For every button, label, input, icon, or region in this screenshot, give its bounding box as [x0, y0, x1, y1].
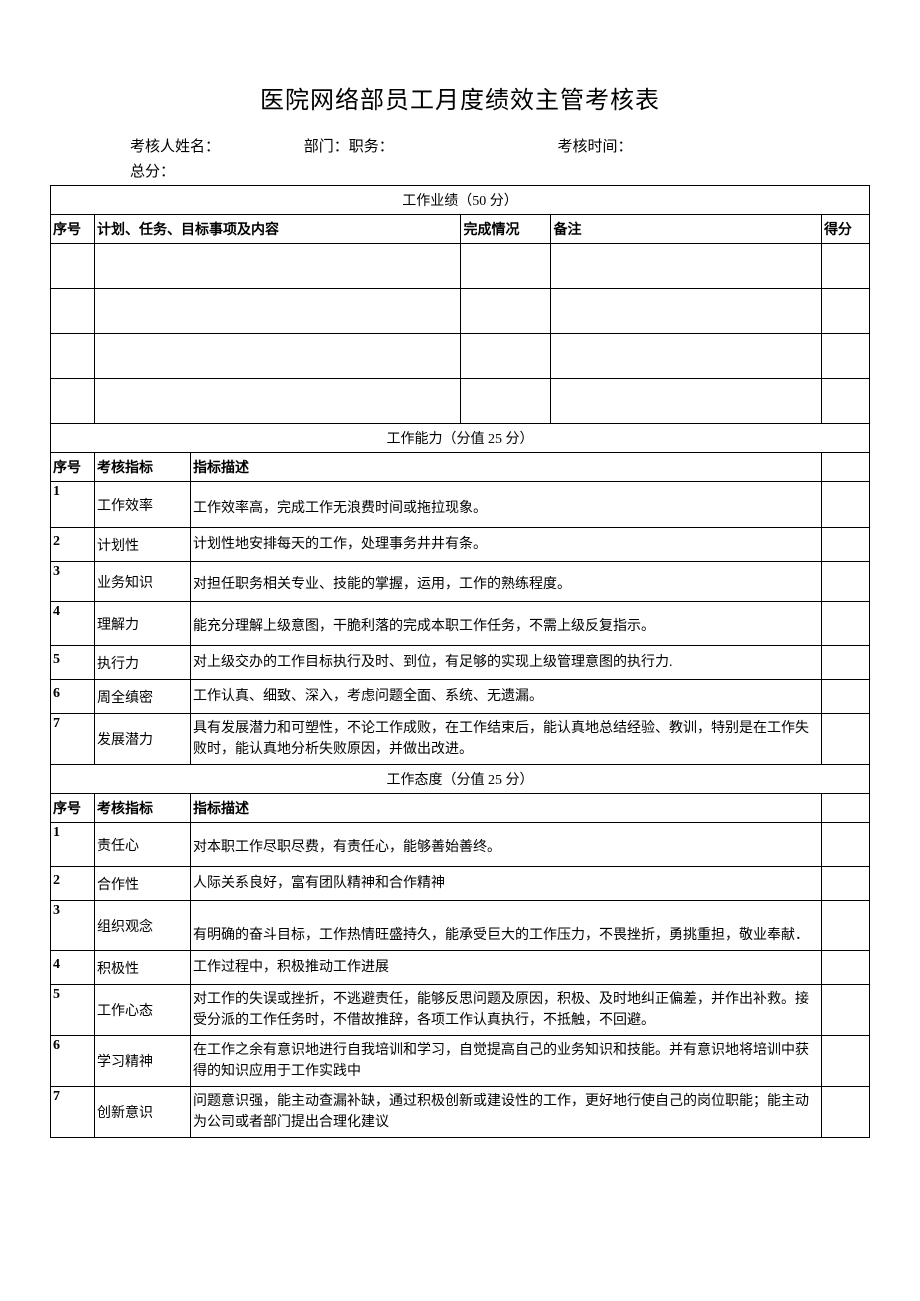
row-desc: 工作效率高，完成工作无浪费时间或拖拉现象。	[191, 482, 822, 528]
name-label: 考核人姓名：	[130, 135, 300, 156]
table-row: 3 组织观念 有明确的奋斗目标，工作热情旺盛持久，能承受巨大的工作压力，不畏挫折…	[51, 901, 870, 951]
table-row: 4 积极性 工作过程中，积极推动工作进展	[51, 951, 870, 985]
row-metric: 责任心	[95, 823, 191, 867]
assessment-table: 工作业绩（50 分） 序号 计划、任务、目标事项及内容 完成情况 备注 得分 工…	[50, 185, 870, 1138]
row-desc: 工作认真、细致、深入，考虑问题全面、系统、无遗漏。	[191, 680, 822, 714]
row-metric: 执行力	[95, 646, 191, 680]
row-num: 3	[51, 901, 95, 951]
row-desc: 人际关系良好，富有团队精神和合作精神	[191, 867, 822, 901]
table-row	[51, 244, 870, 289]
col-score-empty	[821, 453, 869, 482]
section1-header: 工作业绩（50 分）	[51, 186, 870, 215]
row-desc: 对担任职务相关专业、技能的掌握，运用，工作的熟练程度。	[191, 562, 822, 602]
row-metric: 工作效率	[95, 482, 191, 528]
table-row: 1 责任心 对本职工作尽职尽费，有责任心，能够善始善终。	[51, 823, 870, 867]
row-num: 7	[51, 1087, 95, 1138]
row-desc: 对工作的失误或挫折，不逃避责任，能够反思问题及原因，积极、及时地纠正偏差，并作出…	[191, 985, 822, 1036]
section1-columns: 序号 计划、任务、目标事项及内容 完成情况 备注 得分	[51, 215, 870, 244]
page-title: 医院网络部员工月度绩效主管考核表	[50, 80, 870, 115]
row-metric: 周全缜密	[95, 680, 191, 714]
row-desc: 能充分理解上级意图，干脆利落的完成本职工作任务，不需上级反复指示。	[191, 602, 822, 646]
row-num: 5	[51, 985, 95, 1036]
col-desc: 指标描述	[191, 453, 822, 482]
table-row: 1 工作效率 工作效率高，完成工作无浪费时间或拖拉现象。	[51, 482, 870, 528]
col-plan: 计划、任务、目标事项及内容	[95, 215, 461, 244]
table-row: 3 业务知识 对担任职务相关专业、技能的掌握，运用，工作的熟练程度。	[51, 562, 870, 602]
section3-header: 工作态度（分值 25 分）	[51, 765, 870, 794]
row-desc: 具有发展潜力和可塑性，不论工作成败，在工作结束后，能认真地总结经验、教训，特别是…	[191, 714, 822, 765]
row-desc: 对本职工作尽职尽费，有责任心，能够善始善终。	[191, 823, 822, 867]
table-row: 7 发展潜力 具有发展潜力和可塑性，不论工作成败，在工作结束后，能认真地总结经验…	[51, 714, 870, 765]
table-row: 6 学习精神 在工作之余有意识地进行自我培训和学习，自觉提高自己的业务知识和技能…	[51, 1036, 870, 1087]
row-num: 4	[51, 602, 95, 646]
table-row: 5 执行力 对上级交办的工作目标执行及时、到位，有足够的实现上级管理意图的执行力…	[51, 646, 870, 680]
row-metric: 业务知识	[95, 562, 191, 602]
row-desc: 问题意识强，能主动查漏补缺，通过积极创新或建设性的工作，更好地行使自己的岗位职能…	[191, 1087, 822, 1138]
section3-header-row: 工作态度（分值 25 分）	[51, 765, 870, 794]
time-label: 考核时间：	[558, 135, 633, 156]
col-desc: 指标描述	[191, 794, 822, 823]
row-metric: 理解力	[95, 602, 191, 646]
col-score: 得分	[821, 215, 869, 244]
row-metric: 学习精神	[95, 1036, 191, 1087]
col-metric: 考核指标	[95, 453, 191, 482]
total-label: 总分：	[130, 160, 175, 181]
row-metric: 发展潜力	[95, 714, 191, 765]
col-metric: 考核指标	[95, 794, 191, 823]
row-num: 1	[51, 823, 95, 867]
row-num: 2	[51, 528, 95, 562]
info-line-2: 总分：	[130, 160, 870, 181]
row-num: 4	[51, 951, 95, 985]
row-num: 5	[51, 646, 95, 680]
section2-columns: 序号 考核指标 指标描述	[51, 453, 870, 482]
col-status: 完成情况	[461, 215, 551, 244]
col-seq: 序号	[51, 215, 95, 244]
col-seq: 序号	[51, 453, 95, 482]
row-desc: 计划性地安排每天的工作，处理事务井井有条。	[191, 528, 822, 562]
row-desc: 工作过程中，积极推动工作进展	[191, 951, 822, 985]
col-seq: 序号	[51, 794, 95, 823]
table-row: 2 计划性 计划性地安排每天的工作，处理事务井井有条。	[51, 528, 870, 562]
row-metric: 积极性	[95, 951, 191, 985]
row-metric: 创新意识	[95, 1087, 191, 1138]
table-row	[51, 289, 870, 334]
col-remark: 备注	[551, 215, 821, 244]
table-row: 4 理解力 能充分理解上级意图，干脆利落的完成本职工作任务，不需上级反复指示。	[51, 602, 870, 646]
table-row: 2 合作性 人际关系良好，富有团队精神和合作精神	[51, 867, 870, 901]
dept-label: 部门：职务：	[304, 135, 554, 156]
row-desc: 有明确的奋斗目标，工作热情旺盛持久，能承受巨大的工作压力，不畏挫折，勇挑重担，敬…	[191, 901, 822, 951]
row-num: 3	[51, 562, 95, 602]
table-row	[51, 379, 870, 424]
section3-columns: 序号 考核指标 指标描述	[51, 794, 870, 823]
row-desc: 对上级交办的工作目标执行及时、到位，有足够的实现上级管理意图的执行力.	[191, 646, 822, 680]
table-row	[51, 334, 870, 379]
table-row: 7 创新意识 问题意识强，能主动查漏补缺，通过积极创新或建设性的工作，更好地行使…	[51, 1087, 870, 1138]
row-metric: 组织观念	[95, 901, 191, 951]
row-num: 6	[51, 680, 95, 714]
row-desc: 在工作之余有意识地进行自我培训和学习，自觉提高自己的业务知识和技能。并有意识地将…	[191, 1036, 822, 1087]
table-row: 6 周全缜密 工作认真、细致、深入，考虑问题全面、系统、无遗漏。	[51, 680, 870, 714]
row-num: 7	[51, 714, 95, 765]
row-metric: 合作性	[95, 867, 191, 901]
row-num: 1	[51, 482, 95, 528]
info-line-1: 考核人姓名： 部门：职务： 考核时间：	[130, 135, 870, 156]
row-metric: 计划性	[95, 528, 191, 562]
section1-header-row: 工作业绩（50 分）	[51, 186, 870, 215]
row-num: 2	[51, 867, 95, 901]
row-metric: 工作心态	[95, 985, 191, 1036]
section2-header-row: 工作能力（分值 25 分）	[51, 424, 870, 453]
section2-header: 工作能力（分值 25 分）	[51, 424, 870, 453]
table-row: 5 工作心态 对工作的失误或挫折，不逃避责任，能够反思问题及原因，积极、及时地纠…	[51, 985, 870, 1036]
row-num: 6	[51, 1036, 95, 1087]
